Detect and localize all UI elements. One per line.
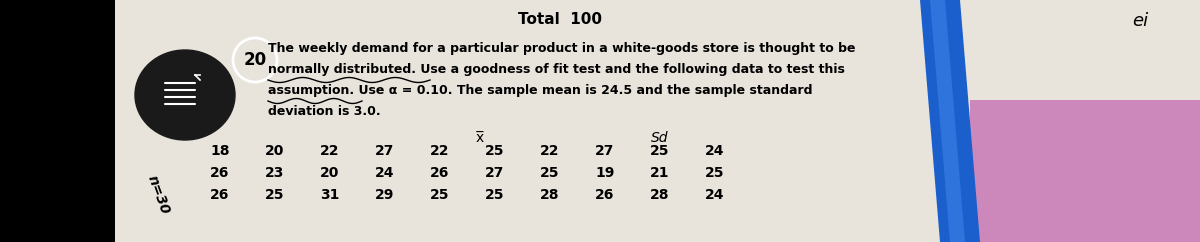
Text: assumption. Use α = 0.10. The sample mean is 24.5 and the sample standard: assumption. Use α = 0.10. The sample mea… [268, 84, 812, 97]
Text: 25: 25 [431, 188, 450, 202]
Text: x̅: x̅ [476, 131, 484, 145]
Text: 25: 25 [706, 166, 725, 180]
Text: 21: 21 [650, 166, 670, 180]
Text: 22: 22 [431, 144, 450, 158]
Text: 20: 20 [265, 144, 284, 158]
Text: 24: 24 [706, 144, 725, 158]
Text: 22: 22 [540, 144, 559, 158]
Text: 28: 28 [650, 188, 670, 202]
Bar [0, 0, 115, 242]
Text: 27: 27 [485, 166, 505, 180]
Text: 25: 25 [650, 144, 670, 158]
Text: 26: 26 [210, 166, 229, 180]
Text: 25: 25 [485, 144, 505, 158]
Text: 27: 27 [376, 144, 395, 158]
Text: 19: 19 [595, 166, 614, 180]
Text: 22: 22 [320, 144, 340, 158]
Text: 26: 26 [431, 166, 450, 180]
Text: 18: 18 [210, 144, 229, 158]
Text: 25: 25 [265, 188, 284, 202]
Text: 31: 31 [320, 188, 340, 202]
Text: 27: 27 [595, 144, 614, 158]
Polygon shape [920, 0, 980, 242]
Text: n=30: n=30 [144, 174, 172, 217]
Text: deviation is 3.0.: deviation is 3.0. [268, 105, 380, 118]
Text: Total  100: Total 100 [518, 12, 602, 27]
Text: 25: 25 [540, 166, 559, 180]
Text: 24: 24 [376, 166, 395, 180]
Ellipse shape [134, 50, 235, 140]
Text: 29: 29 [376, 188, 395, 202]
Text: ei: ei [1132, 12, 1148, 30]
Text: normally distributed. Use a goodness of fit test and the following data to test : normally distributed. Use a goodness of … [268, 63, 845, 76]
Text: 23: 23 [265, 166, 284, 180]
Text: 26: 26 [595, 188, 614, 202]
Bar [970, 100, 1200, 242]
Text: 28: 28 [540, 188, 559, 202]
Text: The weekly demand for a particular product in a white-goods store is thought to : The weekly demand for a particular produ… [268, 42, 856, 55]
Text: 26: 26 [210, 188, 229, 202]
Text: 20: 20 [320, 166, 340, 180]
Text: 20: 20 [244, 51, 266, 69]
Text: 25: 25 [485, 188, 505, 202]
Polygon shape [930, 0, 965, 242]
Text: 24: 24 [706, 188, 725, 202]
Text: Sd: Sd [652, 131, 668, 145]
